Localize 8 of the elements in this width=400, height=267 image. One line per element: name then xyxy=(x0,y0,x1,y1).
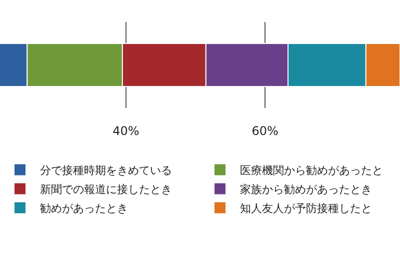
legend-label: 知人友人が予防接種したと xyxy=(240,202,372,216)
legend-label: 勧めがあったとき xyxy=(40,202,128,216)
legend-label: 分で接種時期をきめている xyxy=(40,164,172,178)
x-tick-label: 60% xyxy=(252,124,278,138)
legend-label: 新聞での報道に接したとき xyxy=(40,183,172,196)
x-tick-label: 40% xyxy=(112,124,140,138)
legend-label: 家族から勧めがあったとき xyxy=(240,183,372,196)
legend-label: 医療機関から勧めがあったと xyxy=(240,164,383,178)
